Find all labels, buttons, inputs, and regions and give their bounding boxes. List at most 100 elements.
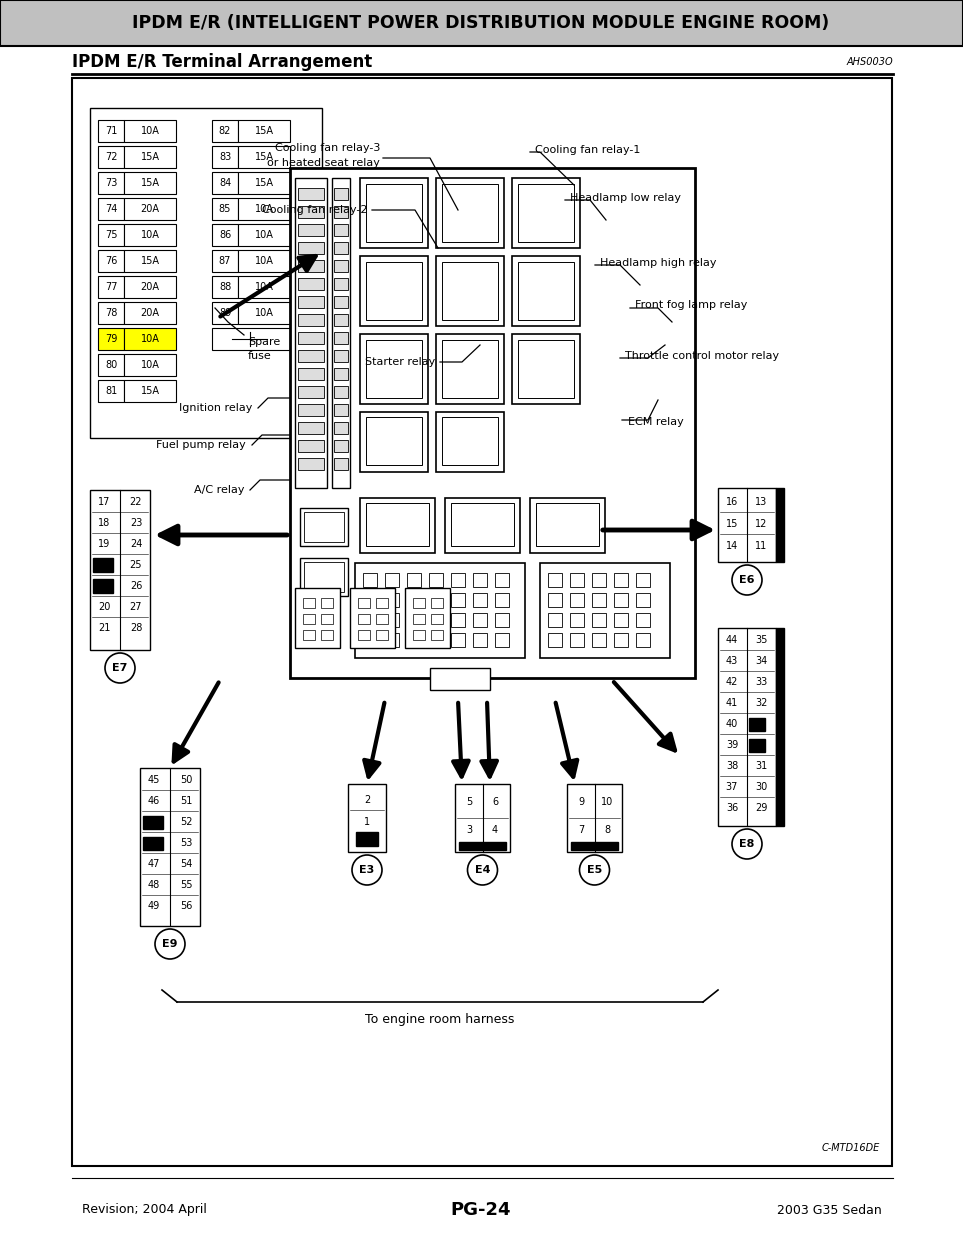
Bar	[321, 630, 333, 640]
Bar	[366, 417, 422, 464]
Bar	[303, 598, 315, 608]
Bar	[124, 172, 176, 194]
Bar	[548, 573, 562, 586]
Text: 36: 36	[726, 803, 738, 813]
Text: 15A: 15A	[254, 126, 273, 136]
Text: Throttle control motor relay: Throttle control motor relay	[625, 351, 779, 361]
Text: 80: 80	[105, 360, 117, 370]
Text: 15A: 15A	[254, 152, 273, 162]
Bar	[334, 278, 348, 290]
Text: 15A: 15A	[254, 178, 273, 188]
Bar	[98, 380, 124, 402]
Bar	[298, 188, 324, 200]
Text: 44: 44	[726, 635, 738, 645]
Bar	[445, 498, 520, 553]
Text: 87: 87	[219, 256, 231, 266]
Text: IPDM E/R Terminal Arrangement: IPDM E/R Terminal Arrangement	[72, 54, 373, 71]
Text: 10A: 10A	[254, 204, 273, 214]
Bar	[592, 573, 606, 586]
Bar	[385, 593, 399, 608]
Text: 15A: 15A	[141, 386, 160, 396]
Bar	[124, 380, 176, 402]
Bar	[140, 768, 200, 926]
Text: 77: 77	[105, 283, 117, 293]
Bar	[124, 354, 176, 376]
Bar	[366, 261, 422, 320]
Text: 4: 4	[492, 825, 498, 835]
Text: 10A: 10A	[141, 230, 160, 240]
Bar	[98, 198, 124, 220]
Text: or heated seat relay: or heated seat relay	[267, 158, 380, 168]
Bar	[385, 613, 399, 627]
Text: 17: 17	[98, 497, 110, 507]
Bar	[238, 172, 290, 194]
Bar	[614, 573, 628, 586]
Text: 6: 6	[492, 797, 498, 807]
Bar	[430, 669, 490, 690]
Bar	[360, 412, 428, 472]
Bar	[473, 613, 487, 627]
Bar	[442, 340, 498, 398]
Text: 21: 21	[98, 622, 110, 632]
Bar	[540, 563, 670, 659]
Bar	[298, 224, 324, 237]
Text: 86: 86	[219, 230, 231, 240]
Bar	[429, 632, 443, 647]
Text: Headlamp low relay: Headlamp low relay	[570, 193, 681, 203]
Bar	[442, 184, 498, 242]
Bar	[334, 350, 348, 362]
Text: 38: 38	[726, 761, 738, 771]
Bar	[212, 303, 238, 324]
Text: 22: 22	[130, 497, 143, 507]
Bar	[124, 224, 176, 247]
Text: 11: 11	[755, 542, 768, 552]
Bar	[295, 178, 327, 488]
Bar	[530, 498, 605, 553]
Bar	[366, 340, 422, 398]
Text: 29: 29	[755, 803, 768, 813]
Bar	[385, 632, 399, 647]
Text: 24: 24	[130, 539, 143, 549]
Bar	[718, 627, 776, 825]
Bar	[295, 588, 340, 647]
Text: 10: 10	[601, 797, 613, 807]
Text: 25: 25	[130, 560, 143, 570]
Bar	[436, 334, 504, 403]
Bar	[518, 184, 574, 242]
Text: 54: 54	[180, 859, 193, 869]
Text: 75: 75	[105, 230, 117, 240]
Bar	[436, 256, 504, 326]
Bar	[298, 205, 324, 218]
Bar	[405, 588, 450, 647]
Text: 45: 45	[147, 774, 160, 786]
Bar	[334, 314, 348, 326]
Bar	[358, 614, 370, 624]
Bar	[238, 224, 290, 247]
Text: 72: 72	[105, 152, 117, 162]
Bar	[451, 573, 465, 586]
Text: 30: 30	[755, 782, 768, 792]
Bar	[356, 832, 378, 847]
Bar	[495, 613, 509, 627]
Bar	[212, 198, 238, 220]
Text: 10A: 10A	[254, 283, 273, 293]
Bar	[749, 740, 765, 752]
Text: Ignition relay: Ignition relay	[178, 403, 252, 413]
Bar	[298, 242, 324, 254]
Text: 81: 81	[105, 386, 117, 396]
Text: Revision; 2004 April: Revision; 2004 April	[82, 1204, 207, 1216]
Text: 31: 31	[755, 761, 768, 771]
Circle shape	[352, 855, 382, 885]
Text: 10A: 10A	[141, 360, 160, 370]
Text: To engine room harness: To engine room harness	[365, 1013, 514, 1026]
Bar	[321, 598, 333, 608]
Bar	[72, 78, 892, 1167]
Bar	[459, 842, 506, 850]
Bar	[570, 613, 584, 627]
Bar	[90, 108, 322, 438]
Text: 43: 43	[726, 656, 738, 666]
Text: 19: 19	[98, 539, 110, 549]
Text: 15A: 15A	[141, 256, 160, 266]
Bar	[0, 0, 963, 46]
Bar	[350, 588, 395, 647]
